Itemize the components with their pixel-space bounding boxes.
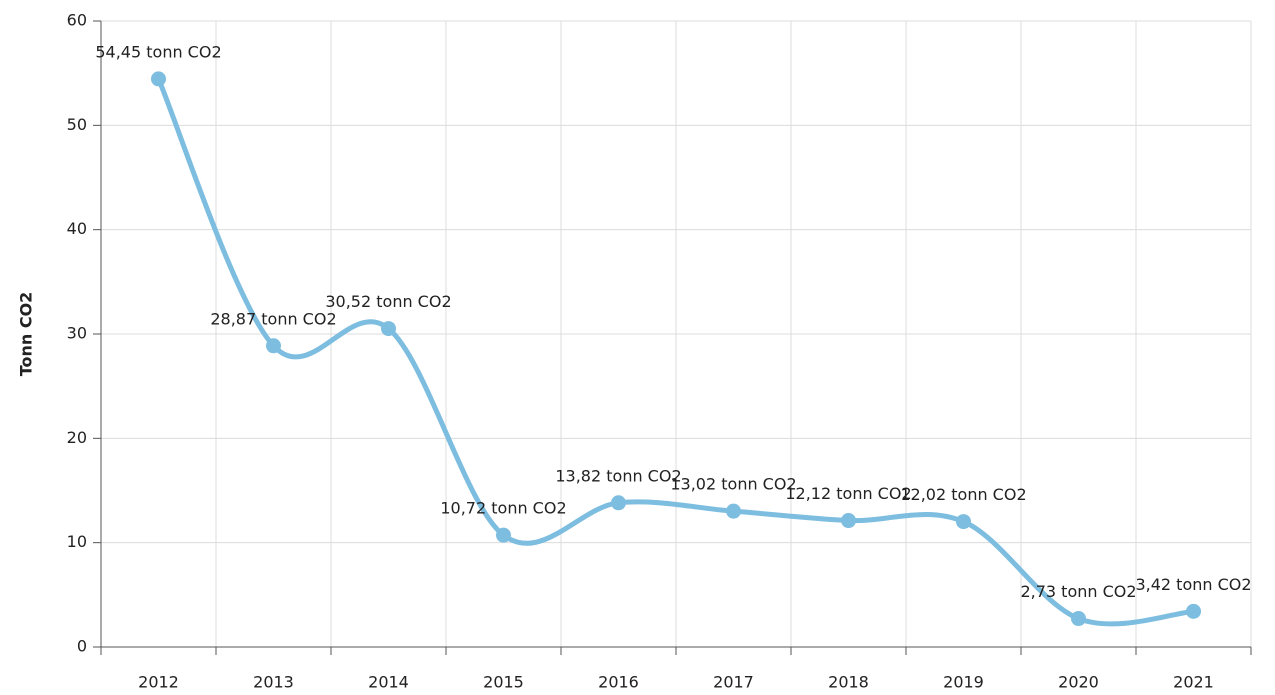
x-tick-label: 2013 [253,673,294,692]
x-tick-label: 2019 [943,673,984,692]
x-tick-label: 2012 [138,673,179,692]
x-tick-label: 2021 [1173,673,1214,692]
y-tick-label: 10 [67,532,87,551]
y-tick-label: 0 [77,637,87,656]
x-tick-label: 2018 [828,673,869,692]
data-point [496,527,511,543]
data-label: 12,02 tonn CO2 [900,485,1026,504]
data-point [956,514,971,530]
data-point [841,513,856,529]
data-label: 30,52 tonn CO2 [325,292,451,311]
data-label: 28,87 tonn CO2 [210,309,336,328]
x-tick-label: 2015 [483,673,524,692]
data-point [611,495,626,511]
data-point [381,321,396,337]
data-point [151,71,166,87]
y-tick-label: 50 [67,115,87,134]
y-axis-title: Tonn CO2 [17,292,36,377]
data-label: 10,72 tonn CO2 [440,499,566,518]
data-label: 12,12 tonn CO2 [785,484,911,503]
y-tick-label: 30 [67,324,87,343]
x-tick-label: 2016 [598,673,639,692]
y-tick-label: 60 [67,11,87,30]
data-label: 54,45 tonn CO2 [95,42,221,61]
data-label: 2,73 tonn CO2 [1020,582,1136,601]
data-point [726,503,741,519]
data-point [1071,611,1086,627]
data-label: 3,42 tonn CO2 [1135,575,1251,594]
data-point [266,338,281,354]
x-tick-label: 2020 [1058,673,1099,692]
y-tick-label: 40 [67,219,87,238]
x-tick-label: 2017 [713,673,754,692]
data-label: 13,82 tonn CO2 [555,466,681,485]
x-tick-label: 2014 [368,673,409,692]
data-point [1186,603,1201,619]
data-label: 13,02 tonn CO2 [670,475,796,494]
y-tick-label: 20 [67,428,87,447]
